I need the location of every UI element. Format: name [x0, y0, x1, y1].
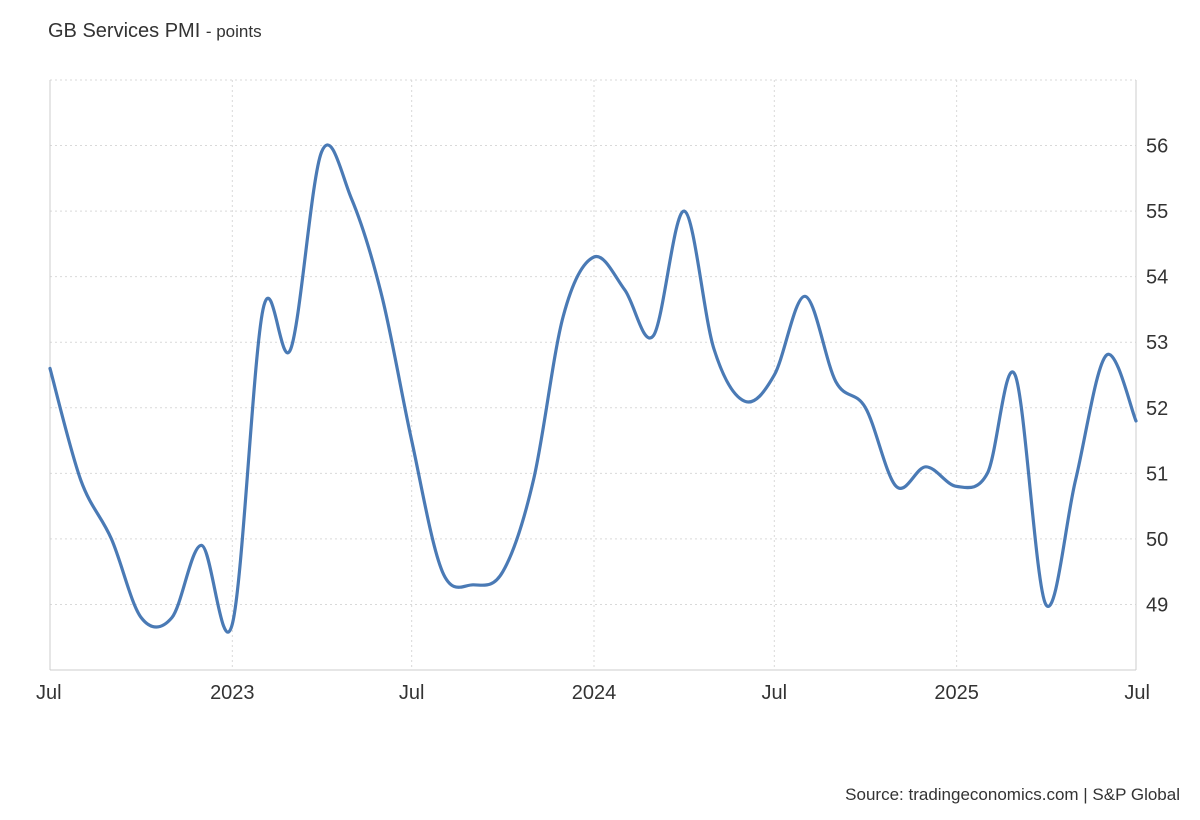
y-axis-labels: 49 50 51 52 53 54 55 56 — [1146, 136, 1168, 617]
data-point — [862, 405, 868, 411]
x-tick-label: 2025 — [934, 682, 979, 704]
series-line — [48, 143, 1138, 634]
data-point — [47, 365, 53, 371]
x-tick-label: Jul — [399, 682, 425, 704]
y-tick-label: 49 — [1146, 594, 1168, 616]
data-point — [500, 569, 506, 575]
y-tick-label: 53 — [1146, 332, 1168, 354]
data-point — [711, 346, 717, 352]
data-point — [470, 582, 476, 588]
data-point — [319, 149, 325, 155]
data-point — [923, 464, 929, 470]
data-point — [954, 483, 960, 489]
data-point — [78, 477, 84, 483]
data-point — [229, 621, 235, 627]
data-point — [893, 483, 899, 489]
x-axis-labels: Jul 2023 Jul 2024 Jul 2025 Jul — [36, 682, 1150, 704]
y-tick-label: 54 — [1146, 267, 1168, 289]
data-point — [409, 438, 415, 444]
data-point — [802, 293, 808, 299]
x-tick-label: Jul — [762, 682, 788, 704]
data-point — [681, 208, 687, 214]
data-point — [1133, 418, 1139, 424]
data-point — [591, 254, 597, 260]
data-point — [108, 536, 114, 542]
x-tick-label: 2023 — [210, 682, 255, 704]
data-point — [650, 333, 656, 339]
chart-title-text: GB Services PMI — [48, 20, 201, 42]
data-point — [1103, 352, 1109, 358]
y-tick-label: 55 — [1146, 201, 1168, 223]
data-point — [439, 569, 445, 575]
data-point — [1073, 477, 1079, 483]
x-tick-label: 2024 — [572, 682, 617, 704]
x-tick-label: Jul — [1124, 682, 1150, 704]
data-point — [260, 306, 266, 312]
data-point — [1043, 601, 1049, 607]
data-point — [622, 287, 628, 293]
data-point — [771, 372, 777, 378]
data-point — [1012, 372, 1018, 378]
series-layer — [47, 143, 1139, 634]
data-point — [379, 293, 385, 299]
data-point — [742, 398, 748, 404]
data-point — [531, 477, 537, 483]
chart-unit-label: - points — [205, 22, 262, 41]
data-point — [560, 313, 566, 319]
y-tick-label: 51 — [1146, 463, 1168, 485]
axes — [49, 80, 1137, 671]
data-point — [169, 615, 175, 621]
data-point — [833, 379, 839, 385]
data-point — [288, 346, 294, 352]
y-tick-label: 52 — [1146, 398, 1168, 420]
chart-title: GB Services PMI - points — [48, 20, 262, 43]
data-point — [348, 195, 354, 201]
x-tick-label: Jul — [36, 682, 62, 704]
y-tick-label: 56 — [1146, 136, 1168, 158]
source-note: Source: tradingeconomics.com | S&P Globa… — [845, 785, 1180, 804]
y-tick-label: 50 — [1146, 529, 1168, 551]
data-point — [138, 615, 144, 621]
data-point — [984, 470, 990, 476]
data-point — [199, 542, 205, 548]
